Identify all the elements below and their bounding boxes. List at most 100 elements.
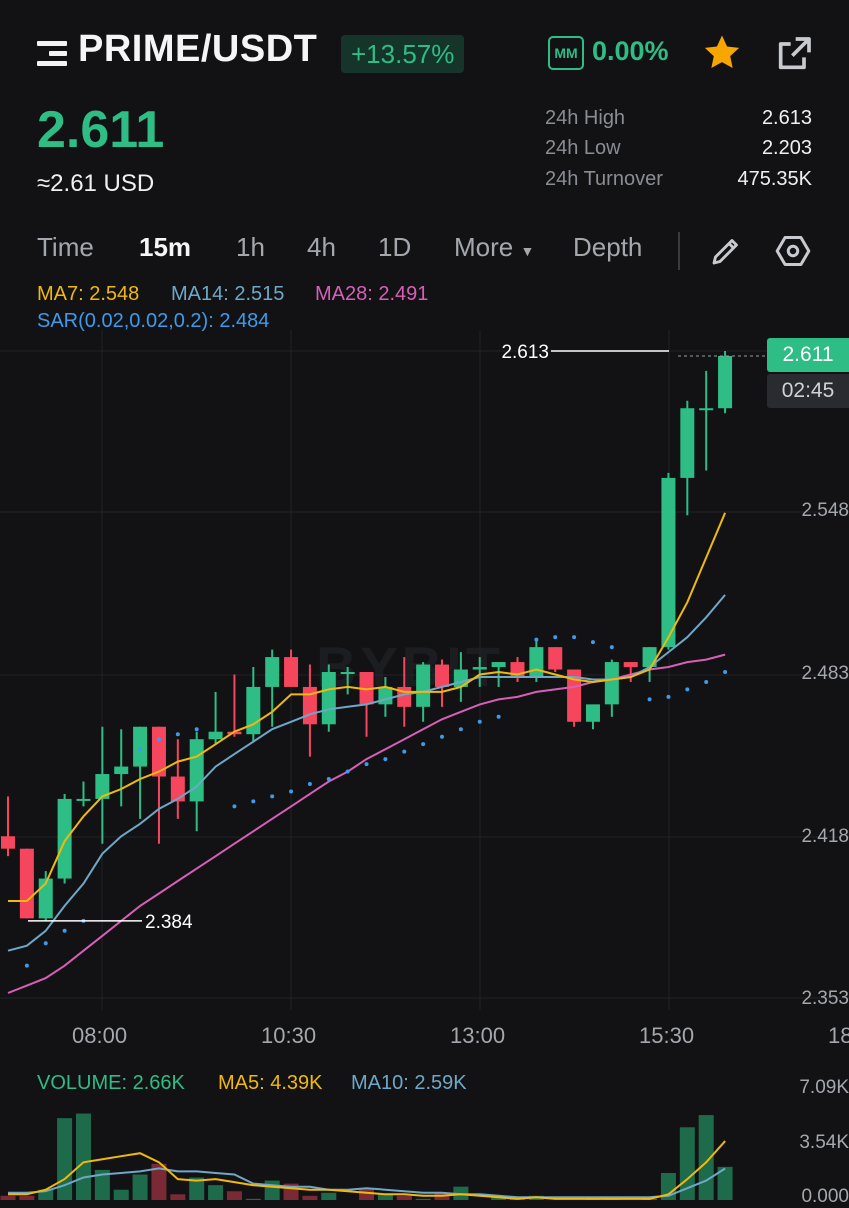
candle-body [435, 664, 450, 687]
sar-dot [704, 679, 709, 684]
sar-dot [175, 732, 180, 737]
volume-bar [226, 1191, 242, 1200]
volume-bar [377, 1194, 393, 1200]
candle-countdown: 02:45 [767, 374, 849, 408]
sar-legend: SAR(0.02,0.02,0.2): 2.484 [37, 310, 270, 332]
volume-bar [151, 1163, 167, 1200]
ma7-legend: MA7: 2.548 [37, 283, 140, 305]
sar-dot [194, 727, 199, 732]
y-tick: 2.418 [801, 826, 849, 847]
mm-icon[interactable]: MM [548, 36, 584, 70]
candle-body [114, 766, 129, 775]
mm-value: 0.00% [592, 36, 669, 66]
star-icon[interactable] [700, 32, 744, 74]
candle-body [133, 726, 148, 767]
sar-dot [289, 789, 294, 794]
candle-body [151, 726, 166, 777]
candle-body [585, 704, 600, 722]
settings-icon[interactable] [774, 232, 812, 270]
vol-ma10-legend: MA10: 2.59K [351, 1072, 467, 1094]
volume-bar [189, 1177, 205, 1200]
sar-dot [647, 697, 652, 702]
candle-body [76, 798, 91, 801]
y-tick: 2.353 [801, 988, 849, 1009]
candle-body [567, 669, 582, 722]
volume-bar [94, 1169, 110, 1200]
menu-icon[interactable] [37, 41, 67, 67]
volume-bar [245, 1198, 261, 1200]
sar-dot [553, 635, 558, 640]
sar-dot [251, 799, 256, 804]
volume-bar [491, 1197, 507, 1200]
tab-time[interactable]: Time [37, 232, 94, 262]
candle-body [284, 657, 299, 687]
pencil-icon[interactable] [708, 233, 744, 269]
tab-more[interactable]: More ▼ [454, 232, 534, 263]
sar-dot [609, 645, 614, 650]
sar-dot [24, 963, 29, 968]
sar-dot [572, 635, 577, 640]
candle-body [359, 672, 374, 705]
sar-dot [307, 781, 312, 786]
volume-bar [38, 1189, 54, 1200]
sar-dot [383, 757, 388, 762]
candle-body [189, 739, 204, 802]
sar-dot [421, 742, 426, 747]
share-icon[interactable] [774, 34, 814, 74]
sar-dot [534, 637, 539, 642]
caret-down-icon: ▼ [520, 243, 535, 259]
price-change-badge: +13.57% [341, 35, 465, 73]
tab-15m[interactable]: 15m [139, 232, 192, 262]
sar-dot [458, 727, 463, 732]
volume-bar [717, 1166, 733, 1200]
sar-dot [345, 769, 350, 774]
sar-dot [723, 670, 728, 675]
trading-pair-title[interactable]: PRIME/USDT [78, 28, 318, 70]
volume-bar [321, 1192, 337, 1200]
candle-body [95, 774, 110, 799]
vol-ma10-line [8, 1167, 726, 1199]
vol-ma5-line [8, 1140, 726, 1200]
high-marker-label: 2.613 [501, 342, 549, 363]
sar-dot [477, 719, 482, 724]
volume-bar [132, 1174, 148, 1200]
x-tick: 18 [828, 1023, 849, 1048]
volume-bar [208, 1185, 224, 1200]
low-marker-label: 2.384 [145, 912, 193, 933]
stat-value-high: 2.613 [761, 107, 812, 129]
volume-bar [113, 1189, 129, 1200]
sar-dot [402, 749, 407, 754]
sar-dot [43, 941, 48, 946]
sar-dot [138, 747, 143, 752]
tab-4h[interactable]: 4h [307, 232, 336, 262]
stat-value-turnover: 475.35K [737, 168, 812, 190]
volume-chart [0, 1113, 733, 1200]
tab-depth[interactable]: Depth [573, 232, 643, 262]
volume-bar [57, 1118, 73, 1200]
candle-body [416, 664, 431, 707]
candle-body [265, 657, 280, 687]
tab-1h[interactable]: 1h [236, 232, 265, 262]
vol-y-tick: 3.54K [799, 1132, 849, 1153]
candle-body [472, 667, 487, 670]
sar-dot [666, 694, 671, 699]
volume-bar [415, 1198, 431, 1200]
sar-dot [156, 737, 161, 742]
vol-y-tick: 7.09K [799, 1077, 849, 1098]
candlestick-chart[interactable]: 2.613 2.384 [0, 330, 849, 1060]
volume-bar [0, 1195, 16, 1200]
candle-body [491, 662, 506, 668]
vol-ma5-legend: MA5: 4.39K [218, 1072, 323, 1094]
volume-bar [302, 1195, 318, 1200]
sar-dot [590, 640, 595, 645]
candle-body [661, 477, 676, 648]
candle-body [38, 878, 53, 919]
sar-dot [440, 734, 445, 739]
current-price-tag: 2.611 [767, 338, 849, 372]
tab-1d[interactable]: 1D [378, 232, 412, 262]
candle-body [340, 672, 355, 675]
tab-more-label: More [454, 232, 514, 262]
volume-bar [396, 1195, 412, 1200]
candle-body [321, 672, 336, 725]
sar-dot [232, 804, 237, 809]
